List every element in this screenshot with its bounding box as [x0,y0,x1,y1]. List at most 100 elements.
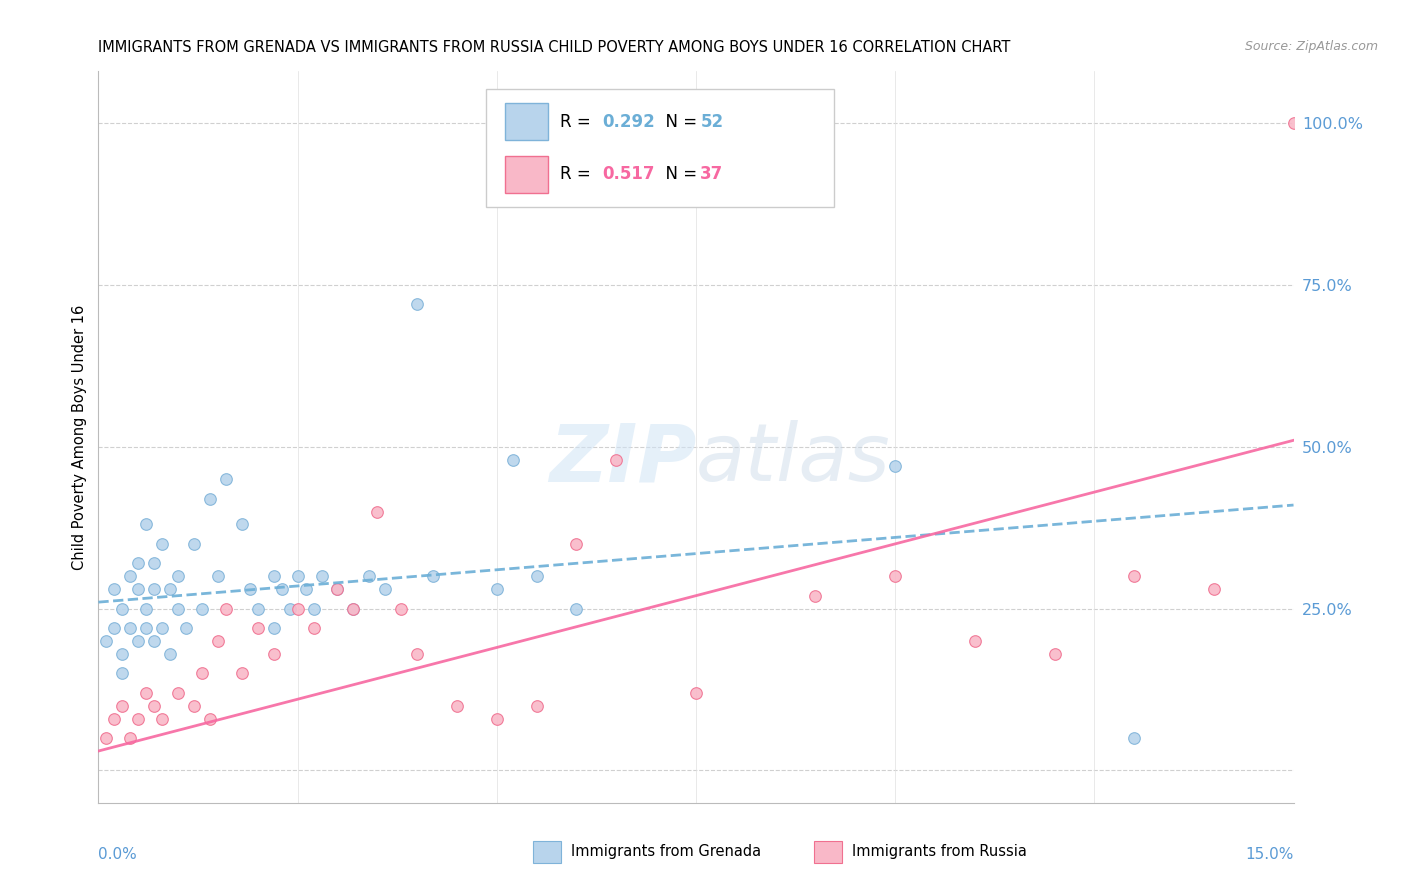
Point [884,569,907,583]
Point [103,621,125,635]
Point [389,601,412,615]
Point [231,666,253,681]
Point [143,698,166,713]
Point [605,452,627,467]
Point [198,712,221,726]
Point [485,582,508,597]
Point [96,634,118,648]
Point [1123,731,1146,745]
Point [159,582,181,597]
Point [96,731,118,745]
Point [135,601,157,615]
Point [311,569,333,583]
Text: 0.517: 0.517 [602,166,654,184]
Point [342,601,364,615]
Point [565,537,588,551]
Point [120,731,142,745]
Point [143,634,166,648]
Text: Immigrants from Russia: Immigrants from Russia [852,845,1026,859]
Text: Immigrants from Grenada: Immigrants from Grenada [571,845,761,859]
Point [143,582,166,597]
Text: Source: ZipAtlas.com: Source: ZipAtlas.com [1244,40,1378,54]
Point [103,582,125,597]
Point [502,452,524,467]
Point [111,647,134,661]
Text: 0.0%: 0.0% [98,847,138,862]
Text: 37: 37 [700,166,724,184]
Point [446,698,468,713]
Text: 15.0%: 15.0% [1246,847,1294,862]
Point [111,698,134,713]
Point [366,504,388,518]
Point [120,569,142,583]
Point [1202,582,1225,597]
Point [246,621,269,635]
Text: R =: R = [560,166,596,184]
Point [143,557,166,571]
Point [263,621,285,635]
Point [167,601,190,615]
Point [287,569,309,583]
Point [150,537,173,551]
Point [111,601,134,615]
Point [526,569,548,583]
Text: 52: 52 [700,112,724,131]
Point [198,491,221,506]
Point [406,647,429,661]
Point [359,569,381,583]
Point [804,589,827,603]
Text: 0.292: 0.292 [602,112,655,131]
Point [127,557,149,571]
Point [1282,116,1305,130]
Text: ZIP: ZIP [548,420,696,498]
Text: N =: N = [655,166,703,184]
Text: atlas: atlas [696,420,891,498]
Point [1123,569,1146,583]
Point [127,712,149,726]
Point [183,537,205,551]
Point [374,582,396,597]
Point [246,601,269,615]
Point [406,297,429,311]
Point [127,634,149,648]
Point [278,601,301,615]
Point [215,601,238,615]
Point [326,582,349,597]
Point [150,712,173,726]
Point [127,582,149,597]
Point [207,569,229,583]
Point [174,621,197,635]
Point [191,601,214,615]
Point [111,666,134,681]
Point [239,582,262,597]
Text: N =: N = [655,112,703,131]
Point [326,582,349,597]
Point [294,582,316,597]
Point [685,686,707,700]
Y-axis label: Child Poverty Among Boys Under 16: Child Poverty Among Boys Under 16 [72,304,87,570]
Text: IMMIGRANTS FROM GRENADA VS IMMIGRANTS FROM RUSSIA CHILD POVERTY AMONG BOYS UNDER: IMMIGRANTS FROM GRENADA VS IMMIGRANTS FR… [98,40,1011,55]
Point [183,698,205,713]
Point [963,634,986,648]
Point [263,647,285,661]
Point [135,621,157,635]
Point [120,621,142,635]
Point [231,517,253,532]
Point [270,582,292,597]
Point [485,712,508,726]
Point [302,601,325,615]
Point [565,601,588,615]
Text: R =: R = [560,112,596,131]
Point [167,686,190,700]
Point [1043,647,1066,661]
Point [526,698,548,713]
Point [215,472,238,486]
Point [422,569,444,583]
Point [207,634,229,648]
Point [884,459,907,474]
Point [263,569,285,583]
Point [302,621,325,635]
Point [150,621,173,635]
Point [135,517,157,532]
Point [159,647,181,661]
